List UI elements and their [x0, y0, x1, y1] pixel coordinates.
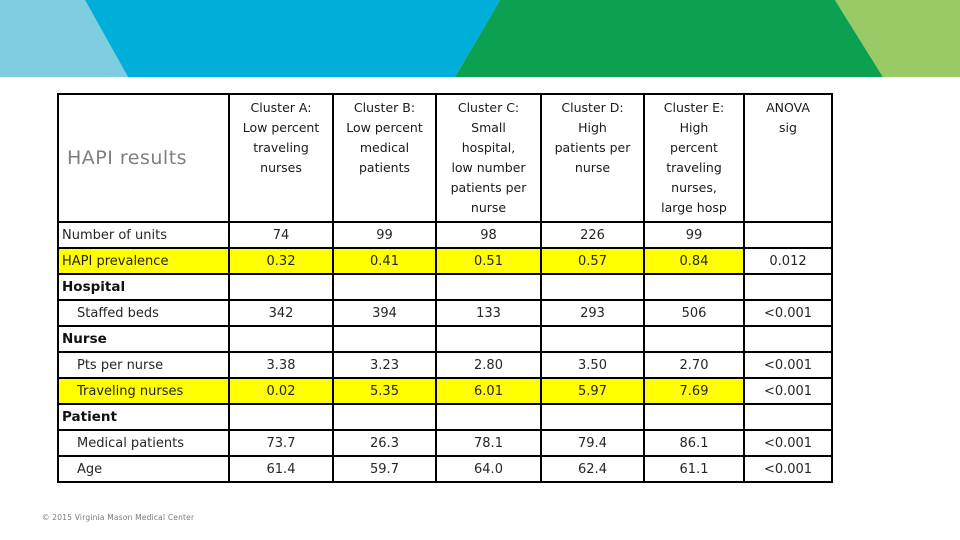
- value-cell: [228, 403, 334, 431]
- value-cell: 293: [540, 299, 645, 327]
- value-cell: 61.4: [228, 455, 334, 483]
- value-cell: [540, 403, 645, 431]
- row-label: Pts per nurse: [57, 351, 230, 379]
- value-cell: [540, 325, 645, 353]
- value-cell: 226: [540, 221, 645, 249]
- section-row-nurse: Nurse: [57, 325, 833, 353]
- value-cell: 0.51: [435, 247, 542, 275]
- value-cell: [332, 273, 437, 301]
- table-row-staffed-beds: Staffed beds 342 394 133 293 506 <0.001: [57, 299, 833, 327]
- value-cell: 74: [228, 221, 334, 249]
- anova-cell: <0.001: [743, 299, 833, 327]
- value-cell: 62.4: [540, 455, 645, 483]
- banner-shape-cyan: [85, 0, 500, 77]
- page-title: HAPI results: [57, 93, 230, 223]
- value-cell: [332, 325, 437, 353]
- value-cell: [435, 403, 542, 431]
- value-cell: 86.1: [643, 429, 745, 457]
- copyright-footer: © 2015 Virginia Mason Medical Center: [42, 513, 195, 522]
- anova-cell: <0.001: [743, 351, 833, 379]
- value-cell: 26.3: [332, 429, 437, 457]
- value-cell: 0.32: [228, 247, 334, 275]
- value-cell: [540, 273, 645, 301]
- column-header-cluster-e: Cluster E: High percent traveling nurses…: [643, 93, 745, 223]
- value-cell: 2.80: [435, 351, 542, 379]
- value-cell: 394: [332, 299, 437, 327]
- row-label: Traveling nurses: [57, 377, 230, 405]
- value-cell: [643, 325, 745, 353]
- value-cell: 5.97: [540, 377, 645, 405]
- row-label: Number of units: [57, 221, 230, 249]
- value-cell: [643, 403, 745, 431]
- anova-cell: [743, 221, 833, 249]
- anova-cell: <0.001: [743, 429, 833, 457]
- value-cell: 78.1: [435, 429, 542, 457]
- anova-cell: <0.001: [743, 377, 833, 405]
- anova-cell: [743, 325, 833, 353]
- table-row-hapi-prevalence: HAPI prevalence 0.32 0.41 0.51 0.57 0.84…: [57, 247, 833, 275]
- value-cell: 342: [228, 299, 334, 327]
- anova-cell: <0.001: [743, 455, 833, 483]
- banner: [0, 0, 960, 77]
- value-cell: 3.50: [540, 351, 645, 379]
- column-header-cluster-a: Cluster A: Low percent traveling nurses: [228, 93, 334, 223]
- value-cell: 99: [643, 221, 745, 249]
- section-row-patient: Patient: [57, 403, 833, 431]
- table-row-medical-patients: Medical patients 73.7 26.3 78.1 79.4 86.…: [57, 429, 833, 457]
- table-row-age: Age 61.4 59.7 64.0 62.4 61.1 <0.001: [57, 455, 833, 483]
- value-cell: 61.1: [643, 455, 745, 483]
- value-cell: 3.38: [228, 351, 334, 379]
- value-cell: 0.41: [332, 247, 437, 275]
- row-label: HAPI prevalence: [57, 247, 230, 275]
- table-row-traveling-nurses: Traveling nurses 0.02 5.35 6.01 5.97 7.6…: [57, 377, 833, 405]
- anova-cell: 0.012: [743, 247, 833, 275]
- value-cell: 59.7: [332, 455, 437, 483]
- header-row: HAPI results Cluster A: Low percent trav…: [57, 93, 833, 223]
- value-cell: [435, 273, 542, 301]
- row-label: Age: [57, 455, 230, 483]
- column-header-cluster-c: Cluster C: Small hospital, low number pa…: [435, 93, 542, 223]
- value-cell: 3.23: [332, 351, 437, 379]
- value-cell: 5.35: [332, 377, 437, 405]
- value-cell: [228, 325, 334, 353]
- anova-cell: [743, 403, 833, 431]
- row-label: Staffed beds: [57, 299, 230, 327]
- value-cell: 7.69: [643, 377, 745, 405]
- section-label: Patient: [57, 403, 230, 431]
- results-table: HAPI results Cluster A: Low percent trav…: [57, 93, 833, 483]
- value-cell: 99: [332, 221, 437, 249]
- value-cell: 2.70: [643, 351, 745, 379]
- value-cell: 0.02: [228, 377, 334, 405]
- value-cell: [332, 403, 437, 431]
- section-label: Nurse: [57, 325, 230, 353]
- banner-shape-light-blue: [0, 0, 128, 77]
- value-cell: 98: [435, 221, 542, 249]
- column-header-cluster-b: Cluster B: Low percent medical patients: [332, 93, 437, 223]
- banner-shape-light-green: [835, 0, 960, 77]
- value-cell: 506: [643, 299, 745, 327]
- row-label: Medical patients: [57, 429, 230, 457]
- value-cell: 79.4: [540, 429, 645, 457]
- banner-shape-green: [455, 0, 883, 77]
- value-cell: 0.84: [643, 247, 745, 275]
- value-cell: 6.01: [435, 377, 542, 405]
- value-cell: [435, 325, 542, 353]
- value-cell: 64.0: [435, 455, 542, 483]
- section-row-hospital: Hospital: [57, 273, 833, 301]
- value-cell: 0.57: [540, 247, 645, 275]
- section-label: Hospital: [57, 273, 230, 301]
- value-cell: 133: [435, 299, 542, 327]
- column-header-cluster-d: Cluster D: High patients per nurse: [540, 93, 645, 223]
- table-row-pts-per-nurse: Pts per nurse 3.38 3.23 2.80 3.50 2.70 <…: [57, 351, 833, 379]
- value-cell: 73.7: [228, 429, 334, 457]
- anova-cell: [743, 273, 833, 301]
- value-cell: [228, 273, 334, 301]
- table-row-number-of-units: Number of units 74 99 98 226 99: [57, 221, 833, 249]
- value-cell: [643, 273, 745, 301]
- column-header-anova-sig: ANOVA sig: [743, 93, 833, 223]
